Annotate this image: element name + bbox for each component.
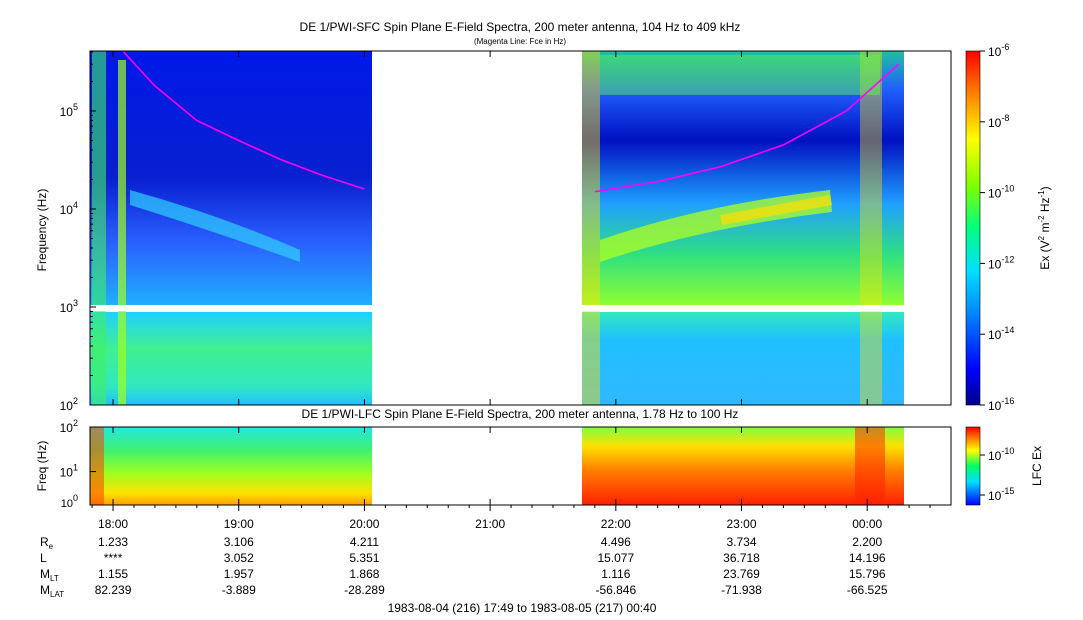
ephemeris-value: 1.155 — [98, 567, 128, 581]
ephemeris-row-label: MLAT — [40, 583, 64, 599]
ephemeris-value: -71.938 — [721, 583, 762, 597]
lfc-y-tick-label: 100 — [61, 493, 78, 510]
ephemeris-value: 4.496 — [601, 535, 631, 549]
ephemeris-value: -28.289 — [344, 583, 385, 597]
sfc-colorbar: 10-6 10-8 10-10 10-12 10-14 10-16 Ex (V2 m-2 … — [965, 42, 1052, 413]
ephemeris-value: -3.889 — [222, 583, 256, 597]
top-panel-title: DE 1/PWI-SFC Spin Plane E-Field Spectra,… — [300, 20, 741, 34]
lfc-data-gap — [372, 427, 582, 505]
time-range-footer: 1983-08-04 (216) 17:49 to 1983-08-05 (21… — [388, 601, 657, 615]
ephemeris-row-label: L — [40, 551, 47, 565]
ephemeris-value: 2.200 — [852, 535, 882, 549]
ephemeris-value: 15.077 — [597, 551, 634, 565]
sfc-y-tick-label: 102 — [60, 396, 78, 413]
bottom-panel-title: DE 1/PWI-LFC Spin Plane E-Field Spectra,… — [302, 407, 739, 421]
sfc-colorbar-tick-label: 10-16 — [988, 396, 1014, 413]
time-tick-label: 00:00 — [852, 517, 882, 531]
sfc-end-gap — [904, 51, 951, 405]
ephemeris-value: 23.769 — [723, 567, 760, 581]
ephemeris-value: 1.957 — [224, 567, 254, 581]
time-tick-label: 20:00 — [349, 517, 379, 531]
lfc-colorbar-scale — [965, 426, 981, 506]
lfc-colorbar-tick-label: 10-15 — [988, 486, 1014, 503]
time-tick-label: 19:00 — [224, 517, 254, 531]
time-tick-label: 23:00 — [726, 517, 756, 531]
lfc-colorbar: 10-10 10-15 LFC Ex — [965, 426, 1044, 506]
ephemeris-value: 14.196 — [849, 551, 886, 565]
lfc-y-axis-label: Freq (Hz) — [35, 441, 49, 492]
ephemeris-value: -56.846 — [595, 583, 636, 597]
ephemeris-row-label: MLT — [40, 567, 59, 583]
sfc-colorbar-label: Ex (V2 m-2 Hz-1) — [1037, 186, 1052, 269]
time-tick-label: 18:00 — [98, 517, 128, 531]
sfc-colorbar-scale — [965, 50, 981, 406]
sfc-y-axis-label: Frequency (Hz) — [35, 189, 49, 272]
lfc-colorbar-label: LFC Ex — [1030, 446, 1044, 486]
ephemeris-value: **** — [104, 551, 123, 565]
sfc-data-gap — [372, 51, 582, 405]
ephemeris-value: 5.351 — [349, 551, 379, 565]
lfc-end-gap — [904, 427, 951, 505]
sfc-colorbar-tick-label: 10-14 — [988, 325, 1014, 342]
ephemeris-value: 82.239 — [95, 583, 132, 597]
ephemeris-value: 3.052 — [224, 551, 254, 565]
lfc-spectrogram-image — [90, 427, 951, 505]
ephemeris-table: Re 1.233 3.106 4.211 4.496 3.734 2.200 L **** 3.0… — [40, 535, 888, 599]
sfc-y-tick-label: 105 — [60, 102, 78, 119]
fce-line-segment_1 — [122, 51, 365, 190]
top-panel-subtitle: (Magenta Line: Fce in Hz) — [474, 37, 566, 46]
sfc-colorbar-tick-label: 10-12 — [988, 254, 1014, 271]
fce-line-segment_2 — [594, 63, 900, 193]
sfc-colorbar-tick-label: 10-10 — [988, 184, 1014, 201]
sfc-spectrogram-panel: Frequency (Hz) 102 103 104 105 — [35, 50, 952, 413]
lfc-y-tick-label: 101 — [60, 463, 78, 480]
ephemeris-value: 15.796 — [849, 567, 886, 581]
ephemeris-value: 3.106 — [224, 535, 254, 549]
lfc-y-tick-label: 102 — [60, 418, 78, 435]
sfc-band-gap — [90, 304, 904, 311]
ephemeris-row-label: Re — [40, 535, 54, 551]
time-axis: 18:00 19:00 20:00 21:00 22:00 23:00 00:00 — [91, 51, 931, 531]
ephemeris-value: 1.116 — [601, 567, 630, 581]
ephemeris-value: -66.525 — [847, 583, 888, 597]
lfc-colorbar-tick-label: 10-10 — [988, 446, 1014, 463]
ephemeris-value: 1.233 — [98, 535, 128, 549]
sfc-y-tick-label: 103 — [60, 298, 78, 315]
sfc-y-tick-label: 104 — [60, 200, 78, 217]
time-tick-label: 21:00 — [475, 517, 505, 531]
sfc-colorbar-tick-label: 10-6 — [988, 42, 1009, 59]
ephemeris-value: 1.868 — [349, 567, 379, 581]
ephemeris-value: 4.211 — [350, 535, 379, 549]
time-tick-label: 22:00 — [601, 517, 631, 531]
lfc-spectrogram-panel: Freq (Hz) 102 101 100 — [35, 418, 952, 510]
sfc-colorbar-tick-label: 10-8 — [988, 113, 1009, 130]
ephemeris-value: 3.734 — [726, 535, 756, 549]
sfc-spectrogram-image — [90, 51, 951, 405]
ephemeris-value: 36.718 — [723, 551, 760, 565]
